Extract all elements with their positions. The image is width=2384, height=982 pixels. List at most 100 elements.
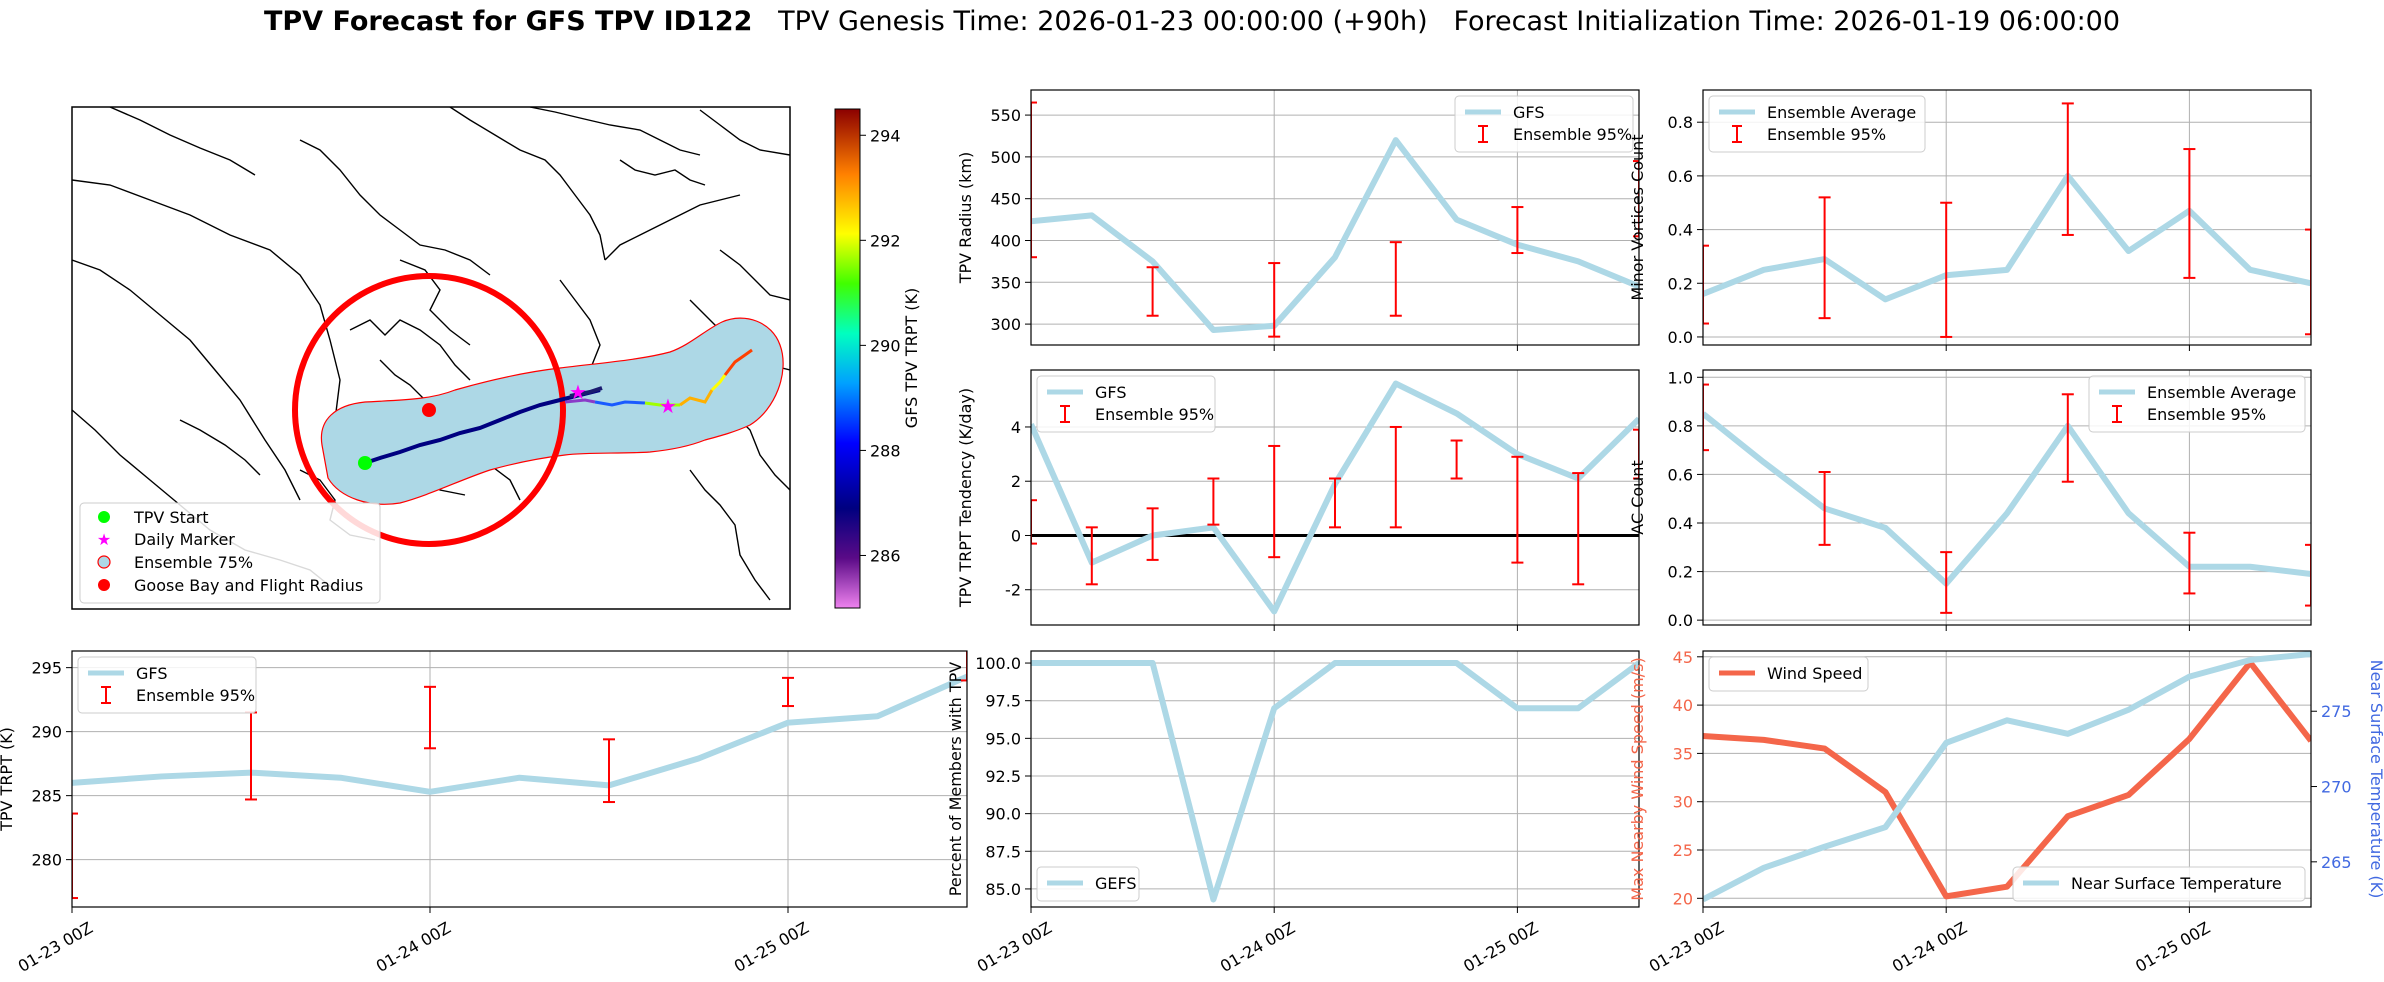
legend-tpv-start-icon [98, 511, 110, 523]
plot-frame [71, 650, 968, 908]
legend-label-1: Ensemble 95% [1767, 125, 1886, 144]
plot-frame [1702, 650, 2312, 908]
y-tick-label-0: 0.0 [1668, 611, 1693, 630]
y-axis-label: TPV TRPT Tendency (K/day) [956, 388, 975, 608]
errorbar-1 [1818, 196, 1831, 320]
y-axis-ticks: 280 285 290 295 [31, 659, 72, 870]
y-tick-label-3: 0.6 [1668, 167, 1693, 186]
errorbar-9 [1572, 472, 1585, 586]
plot-area [1703, 651, 2311, 907]
y-tick-label-1: 87.5 [985, 842, 1021, 861]
legend-label-0: Wind Speed [1767, 664, 1862, 683]
errorbar-4 [1268, 444, 1281, 559]
y-axis-label: AC Count [1628, 460, 1647, 534]
plot-content [1703, 102, 2311, 338]
errorbar-2 [1146, 507, 1159, 561]
x-axis-ticks [1273, 625, 1518, 631]
legend-label-1: Ensemble 95% [2147, 405, 2266, 424]
errorbar-1 [1085, 526, 1098, 586]
colorbar-tick-label-4: 294 [870, 126, 901, 145]
colorbar-tick-label-0: 286 [870, 546, 901, 565]
y-tick-label-0: 300 [990, 315, 1021, 334]
map-legend-box [79, 502, 381, 604]
chart-wind_temp: 20 25 30 35 40 45 Max Nearby Wind Speed (m/s) 0… [1628, 648, 2384, 976]
y-tick-label-0: 85.0 [985, 880, 1021, 899]
y2-tick-label-1: 270 [2321, 778, 2352, 797]
y-axis-label: TPV TRPT (K) [0, 727, 16, 832]
y2-axis-label: Near Surface Temperature (K) [2367, 660, 2384, 899]
errorbar-4 [1511, 206, 1524, 255]
y-tick-label-4: 500 [990, 148, 1021, 167]
legend-goose-bay-icon [98, 579, 110, 591]
legend-tpv-start: TPV Start [133, 508, 209, 527]
legend-label-0: Ensemble Average [1767, 103, 1916, 122]
y2-axis-ticks: 265 270 275 [2311, 702, 2352, 872]
y-tick-label-5: 45 [1673, 648, 1693, 667]
y-tick-label-1: 0.2 [1668, 563, 1693, 582]
plot-content [1703, 651, 2311, 903]
errorbar-3 [1389, 241, 1402, 317]
legend: GFS Ensemble 95% [77, 656, 257, 714]
x-axis-ticks: 01-23 00Z 01-24 00Z 01-25 00Z [1646, 907, 2213, 976]
gridlines [1703, 370, 2311, 625]
legend: Ensemble Average Ensemble 95% [1708, 95, 1926, 153]
errorbar-6 [1389, 425, 1402, 529]
legend-label-0: GFS [136, 664, 167, 683]
legend-box [1708, 656, 1869, 692]
legend-daily-marker-icon: ★ [97, 530, 111, 549]
x-tick-label-1: 01-24 00Z [373, 918, 454, 976]
x-tick-label-0: 01-23 00Z [15, 918, 96, 976]
errorbar-5 [2305, 543, 2311, 607]
figure-title-bold: TPV Forecast for GFS TPV ID122 [263, 6, 753, 37]
gfs-track [364, 388, 601, 465]
x-axis-ticks [1273, 345, 1518, 351]
legend2-box [2012, 866, 2306, 902]
gfs-track-d [594, 400, 646, 407]
errorbar-5 [1633, 160, 1639, 238]
y-axis-ticks: 0.0 0.2 0.4 0.6 0.8 1.0 [1668, 368, 1703, 630]
y-axis-ticks: 0.0 0.2 0.4 0.6 0.8 [1668, 113, 1703, 347]
y2-tick-label-0: 265 [2321, 853, 2352, 872]
chart-ac: 0.0 0.2 0.4 0.6 0.8 1.0 AC Count Ensemble Avera… [1628, 368, 2312, 631]
y-tick-label-2: 400 [990, 231, 1021, 250]
y-axis-ticks: 300 350 400 450 500 550 [990, 106, 1031, 334]
y-tick-label-2: 2 [1011, 472, 1021, 491]
gfs-track-f [679, 389, 714, 407]
plot-content [1031, 101, 1639, 338]
y-tick-label-3: 92.5 [985, 767, 1021, 786]
y-tick-label-2: 90.0 [985, 805, 1021, 824]
legend-daily-marker: Daily Marker [134, 530, 235, 549]
tpv-start-marker [358, 456, 372, 470]
errorbar-10 [1633, 428, 1639, 480]
errorbar-0 [72, 812, 78, 900]
y-tick-label-0: 20 [1673, 889, 1693, 908]
y-tick-label-1: 350 [990, 273, 1021, 292]
legend-label-0: GFS [1095, 383, 1126, 402]
x-tick-label-2: 01-25 00Z [1460, 918, 1541, 976]
errorbar-5 [961, 651, 967, 682]
ensemble-75-region [320, 317, 784, 505]
gfs-track-e [644, 401, 680, 407]
legend-ensemble-75: Ensemble 75% [134, 553, 253, 572]
legend-label-0: Ensemble Average [2147, 383, 2296, 402]
y-tick-label-4: 40 [1673, 696, 1693, 715]
y-tick-label-5: 1.0 [1668, 368, 1693, 387]
legend: GEFS [1036, 866, 1140, 902]
legend2-label-0: Near Surface Temperature [2071, 874, 2282, 893]
figure-title: TPV Forecast for GFS TPV ID122 TPV Genes… [0, 6, 2384, 37]
legend-ensemble-icon [97, 555, 111, 569]
y-tick-label-2: 0.4 [1668, 514, 1693, 533]
y-tick-label-1: 285 [31, 787, 62, 806]
plot-content [1703, 383, 2311, 614]
errorbar-0 [1031, 499, 1037, 545]
figure-title-genesis: TPV Genesis Time: 2026-01-23 00:00:00 (+… [778, 6, 1428, 37]
y-tick-label-0: 280 [31, 851, 62, 870]
legend2: Near Surface Temperature [2012, 866, 2306, 902]
legend: GFS Ensemble 95% [1036, 375, 1216, 433]
y-axis-label: TPV Radius (km) [956, 152, 975, 285]
x-axis-ticks: 01-23 00Z 01-24 00Z 01-25 00Z [15, 907, 812, 976]
y-tick-label-3: 0.6 [1668, 465, 1693, 484]
errorbar-8 [1511, 455, 1524, 564]
x-tick-label-2: 01-25 00Z [731, 918, 812, 976]
y-axis-ticks: 85.0 87.5 90.0 92.5 95.0 97.5 100.0 [975, 654, 1031, 899]
